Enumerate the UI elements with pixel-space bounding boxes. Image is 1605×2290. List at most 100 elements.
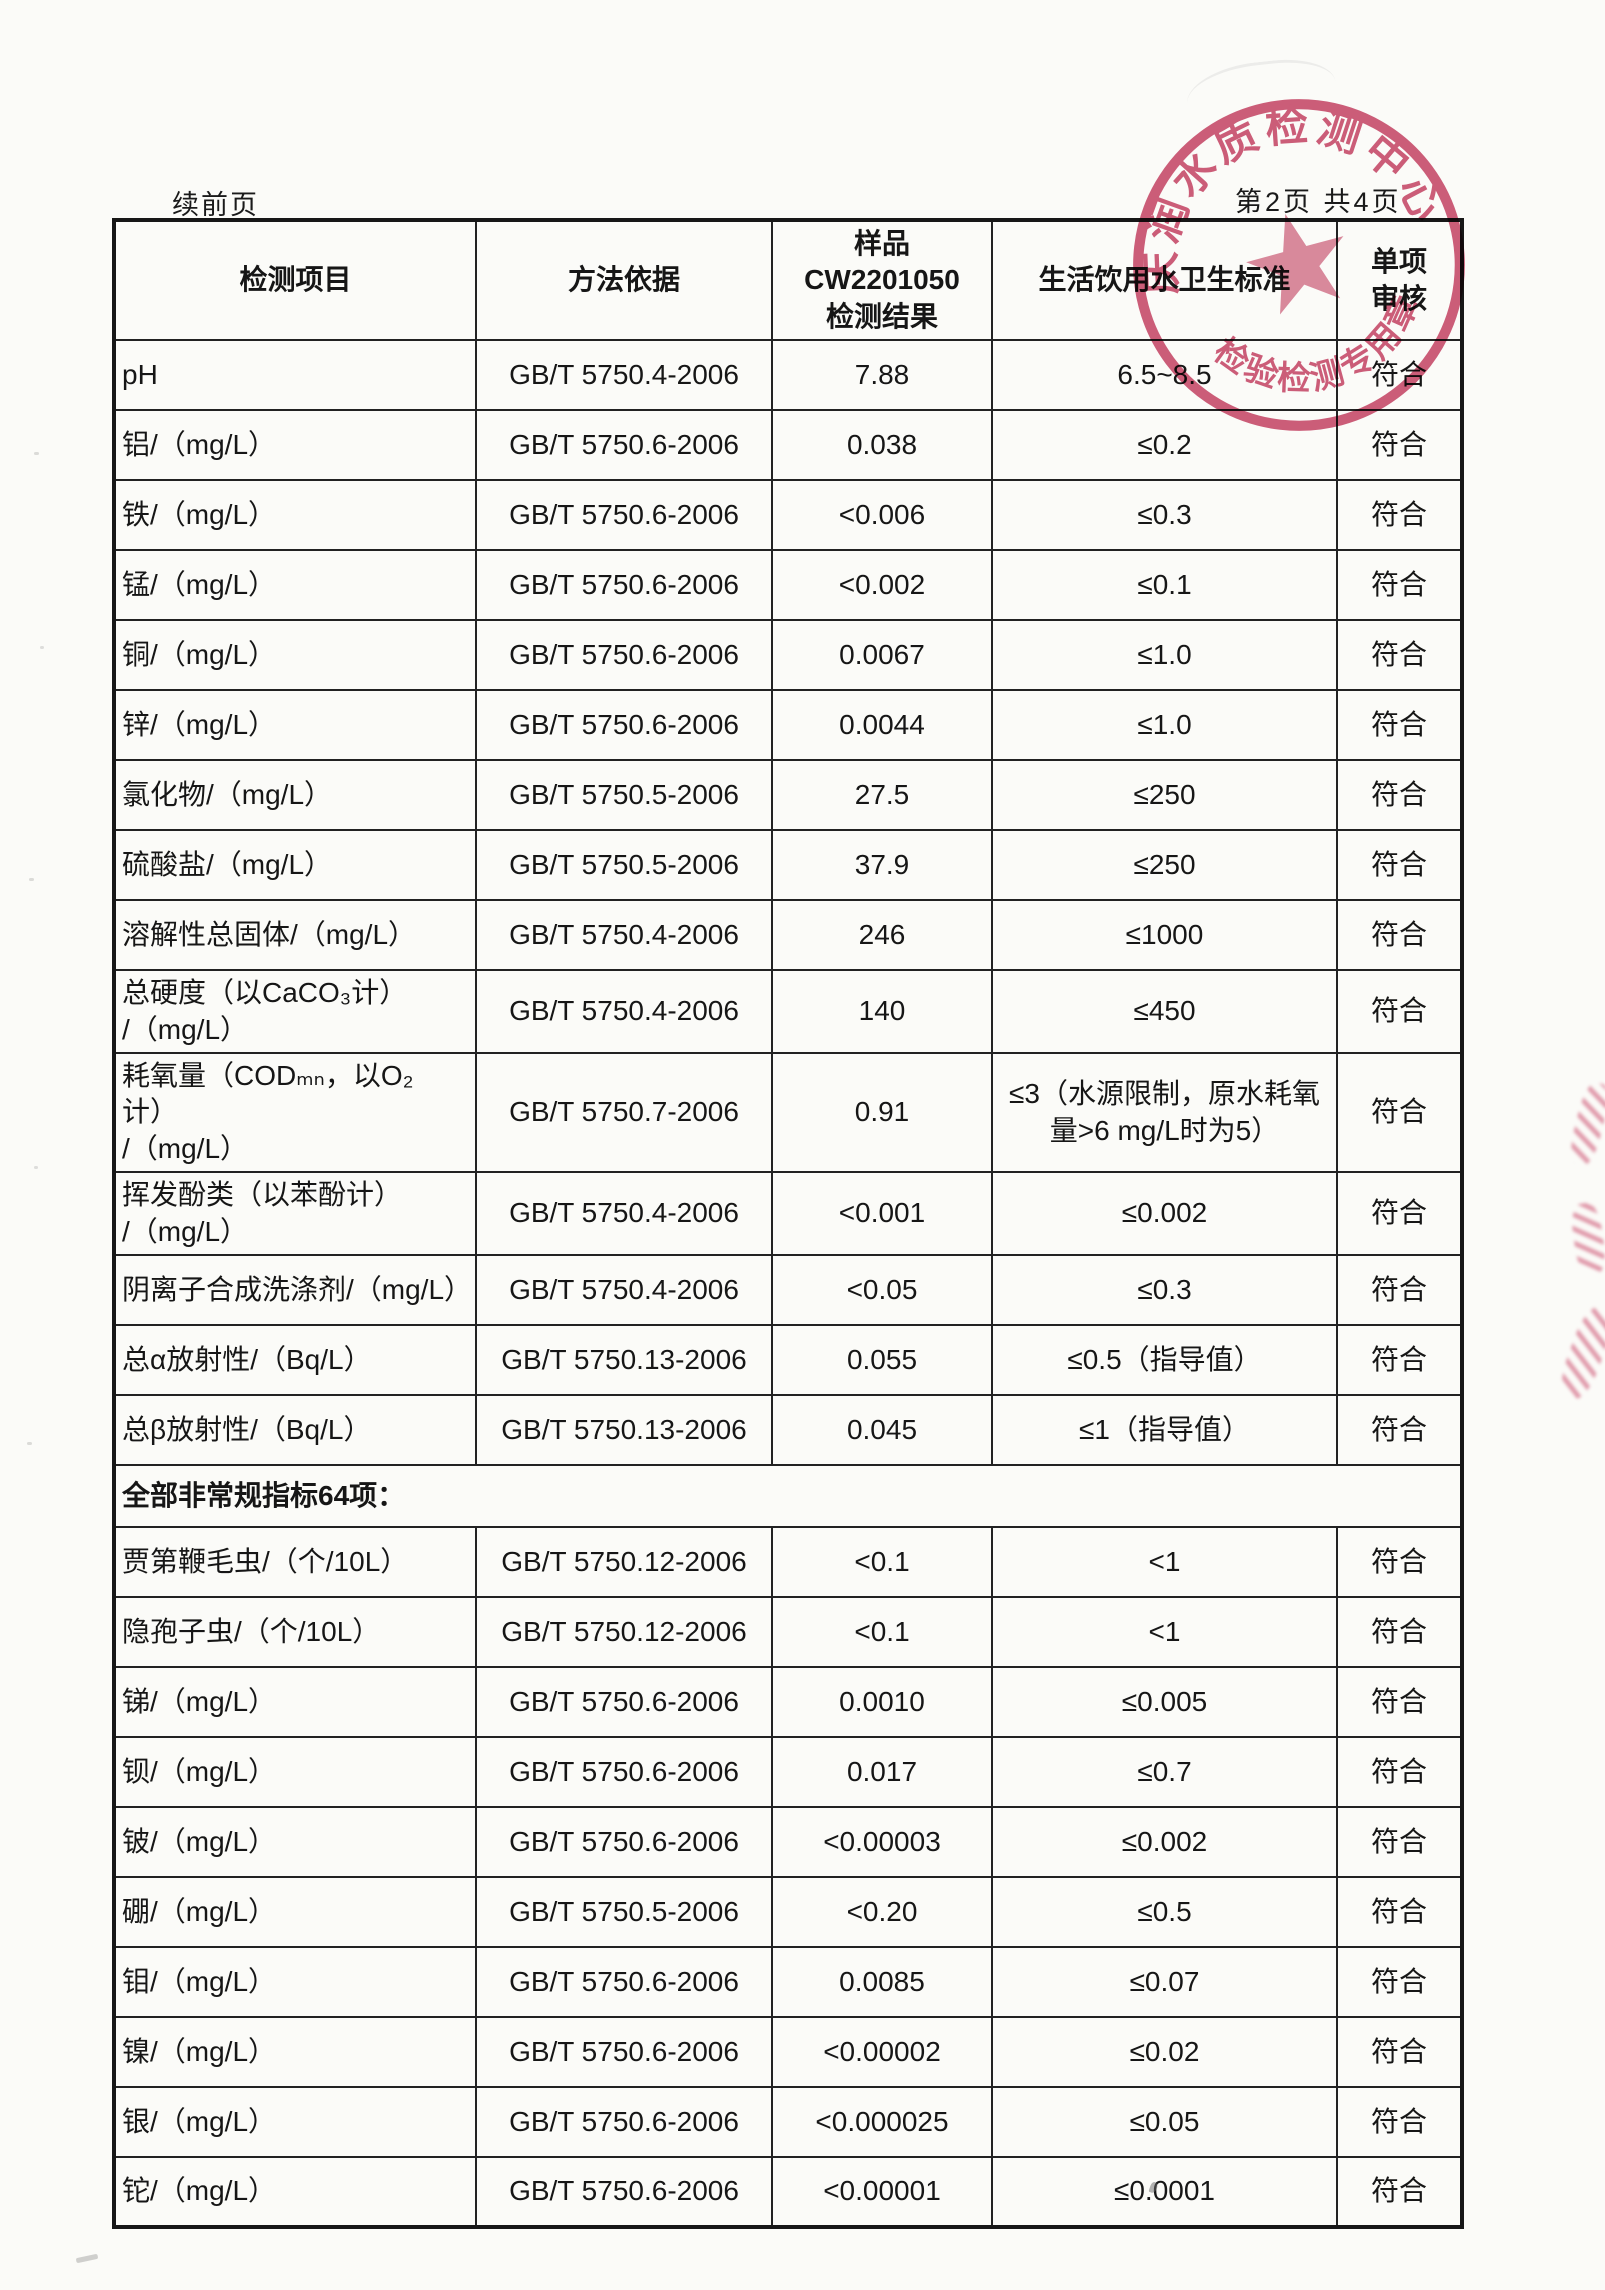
result-cell: 0.038	[771, 409, 993, 482]
result-cell: 0.0067	[771, 619, 993, 692]
standard-cell: <1	[991, 1595, 1338, 1668]
method-cell: GB/T 5750.6-2006	[475, 2155, 773, 2228]
item-cell: 总β放射性/（Bq/L）	[113, 1393, 477, 1466]
result-cell: 7.88	[771, 339, 993, 412]
table-row: 总α放射性/（Bq/L） GB/T 5750.13-2006 0.055 ≤0.…	[113, 1323, 1463, 1396]
result-cell: <0.1	[771, 1525, 993, 1598]
table-row: 铜/（mg/L） GB/T 5750.6-2006 0.0067 ≤1.0 符合	[113, 619, 1463, 692]
audit-cell: 符合	[1336, 1051, 1463, 1174]
result-cell: <0.20	[771, 1875, 993, 1948]
method-cell: GB/T 5750.6-2006	[475, 1665, 773, 1738]
result-cell: <0.1	[771, 1595, 993, 1668]
table-row: 铁/（mg/L） GB/T 5750.6-2006 <0.006 ≤0.3 符合	[113, 479, 1463, 552]
standard-cell: <1	[991, 1525, 1338, 1598]
method-cell: GB/T 5750.6-2006	[475, 479, 773, 552]
method-cell: GB/T 5750.7-2006	[475, 1051, 773, 1174]
section-header-row: 全部非常规指标64项：	[113, 1463, 1463, 1528]
table-row: 锌/（mg/L） GB/T 5750.6-2006 0.0044 ≤1.0 符合	[113, 689, 1463, 762]
item-cell: 总α放射性/（Bq/L）	[113, 1323, 477, 1396]
method-cell: GB/T 5750.13-2006	[475, 1323, 773, 1396]
svg-text:检验检测专用章: 检验检测专用章	[1201, 279, 1444, 422]
result-cell: 0.017	[771, 1735, 993, 1808]
table-row: 挥发酚类（以苯酚计） /（mg/L） GB/T 5750.4-2006 <0.0…	[113, 1171, 1463, 1256]
standard-cell: ≤0.3	[991, 1253, 1338, 1326]
partial-stamp-fragment	[1554, 1303, 1605, 1403]
audit-cell: 符合	[1336, 619, 1463, 692]
result-cell: 0.045	[771, 1393, 993, 1466]
result-cell: <0.00001	[771, 2155, 993, 2228]
method-cell: GB/T 5750.6-2006	[475, 549, 773, 622]
result-cell: <0.001	[771, 1171, 993, 1256]
audit-cell: 符合	[1336, 1735, 1463, 1808]
item-cell: 铊/（mg/L）	[113, 2155, 477, 2228]
item-cell: 铝/（mg/L）	[113, 409, 477, 482]
audit-cell: 符合	[1336, 1665, 1463, 1738]
table-row: 银/（mg/L） GB/T 5750.6-2006 <0.000025 ≤0.0…	[113, 2085, 1463, 2158]
method-cell: GB/T 5750.5-2006	[475, 1875, 773, 1948]
audit-cell: 符合	[1336, 1323, 1463, 1396]
audit-cell: 符合	[1336, 549, 1463, 622]
item-cell: 银/（mg/L）	[113, 2085, 477, 2158]
audit-cell: 符合	[1336, 409, 1463, 482]
header-cell-item: 检测项目	[113, 218, 477, 342]
item-cell: 铜/（mg/L）	[113, 619, 477, 692]
audit-cell: 符合	[1336, 689, 1463, 762]
standard-cell: ≤0.07	[991, 1945, 1338, 2018]
table-row: 氯化物/（mg/L） GB/T 5750.5-2006 27.5 ≤250 符合	[113, 759, 1463, 832]
page-indicator: 第2页 共4页	[1235, 187, 1402, 217]
table-row: 钡/（mg/L） GB/T 5750.6-2006 0.017 ≤0.7 符合	[113, 1735, 1463, 1808]
result-cell: <0.00003	[771, 1805, 993, 1878]
item-cell: 溶解性总固体/（mg/L）	[113, 899, 477, 972]
result-cell: 0.0085	[771, 1945, 993, 2018]
results-table: 检测项目 方法依据 样品 CW2201050 检测结果 生活饮用水卫生标准 单项…	[112, 218, 1464, 2229]
table-row: 锑/（mg/L） GB/T 5750.6-2006 0.0010 ≤0.005 …	[113, 1665, 1463, 1738]
method-cell: GB/T 5750.4-2006	[475, 899, 773, 972]
method-cell: GB/T 5750.4-2006	[475, 339, 773, 412]
method-cell: GB/T 5750.5-2006	[475, 829, 773, 902]
table-row: 总β放射性/（Bq/L） GB/T 5750.13-2006 0.045 ≤1（…	[113, 1393, 1463, 1466]
scan-speck	[29, 878, 34, 881]
partial-stamp-fragment	[1566, 1079, 1605, 1169]
item-cell: 锑/（mg/L）	[113, 1665, 477, 1738]
scan-speck	[75, 2253, 99, 2264]
item-cell: 耗氧量（CODₘₙ，以O₂计） /（mg/L）	[113, 1051, 477, 1174]
scan-speck	[34, 452, 39, 455]
item-cell: 钡/（mg/L）	[113, 1735, 477, 1808]
audit-cell: 符合	[1336, 1171, 1463, 1256]
result-cell: 246	[771, 899, 993, 972]
item-cell: 硼/（mg/L）	[113, 1875, 477, 1948]
method-cell: GB/T 5750.4-2006	[475, 1171, 773, 1256]
item-cell: 硫酸盐/（mg/L）	[113, 829, 477, 902]
method-cell: GB/T 5750.5-2006	[475, 759, 773, 832]
result-cell: 0.055	[771, 1323, 993, 1396]
audit-cell: 符合	[1336, 1253, 1463, 1326]
item-cell: 氯化物/（mg/L）	[113, 759, 477, 832]
item-cell: 镍/（mg/L）	[113, 2015, 477, 2088]
standard-cell: ≤0.002	[991, 1805, 1338, 1878]
table-row: 铍/（mg/L） GB/T 5750.6-2006 <0.00003 ≤0.00…	[113, 1805, 1463, 1878]
partial-stamp-fragment	[1569, 1201, 1605, 1277]
method-cell: GB/T 5750.6-2006	[475, 619, 773, 692]
standard-cell: ≤1.0	[991, 689, 1338, 762]
standard-cell: ≤0.02	[991, 2015, 1338, 2088]
method-cell: GB/T 5750.6-2006	[475, 689, 773, 762]
audit-cell: 符合	[1336, 479, 1463, 552]
table-row: 锰/（mg/L） GB/T 5750.6-2006 <0.002 ≤0.1 符合	[113, 549, 1463, 622]
section-header-label: 全部非常规指标64项：	[113, 1463, 1463, 1528]
result-cell: 27.5	[771, 759, 993, 832]
method-cell: GB/T 5750.12-2006	[475, 1595, 773, 1668]
table-row: pH GB/T 5750.4-2006 7.88 6.5~8.5 符合	[113, 339, 1463, 412]
official-stamp: 庆润水质检测中心 检验检测专用章	[1099, 64, 1465, 431]
result-cell: 37.9	[771, 829, 993, 902]
audit-cell: 符合	[1336, 829, 1463, 902]
table-row: 镍/（mg/L） GB/T 5750.6-2006 <0.00002 ≤0.02…	[113, 2015, 1463, 2088]
audit-cell: 符合	[1336, 2155, 1463, 2228]
item-cell: 锰/（mg/L）	[113, 549, 477, 622]
table-row: 贾第鞭毛虫/（个/10L） GB/T 5750.12-2006 <0.1 <1 …	[113, 1525, 1463, 1598]
standard-cell: ≤0.3	[991, 479, 1338, 552]
item-cell: 锌/（mg/L）	[113, 689, 477, 762]
standard-cell: ≤1.0	[991, 619, 1338, 692]
method-cell: GB/T 5750.13-2006	[475, 1393, 773, 1466]
result-cell: 0.91	[771, 1051, 993, 1174]
standard-cell: ≤0.005	[991, 1665, 1338, 1738]
